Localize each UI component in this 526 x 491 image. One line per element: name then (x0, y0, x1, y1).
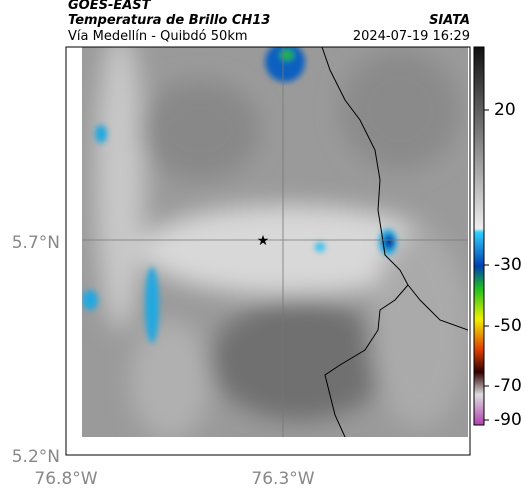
location-marker: ★ (257, 233, 270, 249)
title: Temperatura de Brillo CH13 (68, 13, 270, 28)
colorbar-tick-label: -90 (494, 410, 522, 430)
source: SIATA (429, 13, 470, 28)
colorbar (473, 46, 485, 426)
colorbar-tick-label: -30 (494, 255, 522, 275)
timestamp: 2024-07-19 16:29 (353, 29, 470, 44)
agency: GOES-EAST (68, 0, 152, 13)
colorbar-ticks: 20 -30 -50 -70 -90 (484, 100, 522, 430)
map-frame (65, 46, 471, 456)
satellite-image (82, 47, 468, 437)
subtitle: Vía Medellín - Quibdó 50km (68, 29, 248, 44)
y-label: 5.7°N (12, 233, 60, 253)
colorbar-tick-label: -70 (494, 376, 522, 396)
colorbar-tick-label: -50 (494, 316, 522, 336)
y-label: 5.2°N (12, 447, 60, 467)
x-label: 76.3°W (251, 469, 314, 489)
colorbar-tick-label: 20 (494, 100, 516, 120)
x-label: 76.8°W (34, 469, 97, 489)
